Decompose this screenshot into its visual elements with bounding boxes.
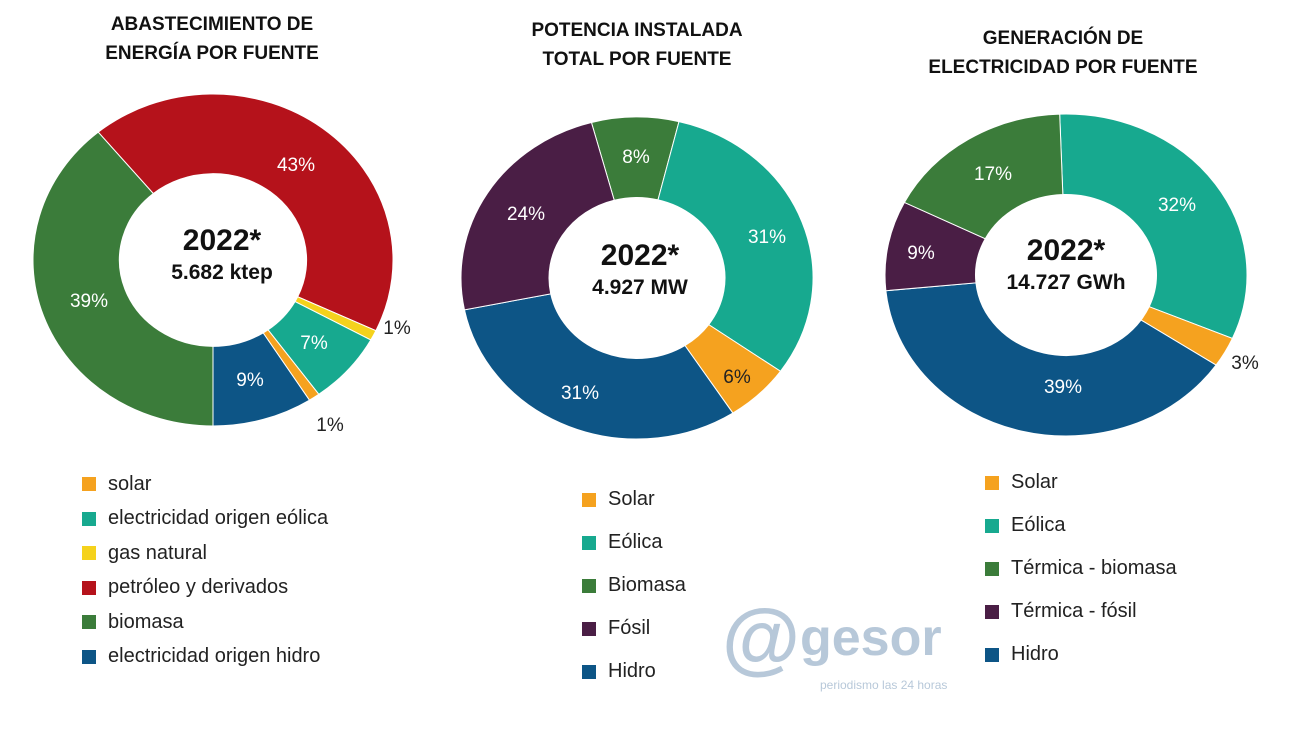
- legend-label: Hidro: [608, 660, 656, 682]
- legend-swatch: [985, 475, 999, 490]
- legend-label: Eólica: [1011, 514, 1066, 536]
- legend-label: gas natural: [108, 541, 207, 564]
- legend-label: Eólica: [608, 531, 663, 553]
- donut-slice-petróleo-y-derivados: [97, 93, 394, 332]
- center-year: 2022*: [600, 239, 680, 272]
- slice-label: 8%: [622, 147, 650, 168]
- title-line: ABASTECIMIENTO DE: [110, 14, 314, 35]
- chart-2-title: POTENCIA INSTALADA TOTAL POR FUENTE: [467, 16, 807, 74]
- center-value: 4.927 MW: [592, 276, 688, 299]
- legend-item: biomasa: [82, 605, 328, 640]
- center-year: 2022*: [182, 224, 262, 257]
- donut-slice-hidro: [463, 293, 734, 440]
- legend-swatch: [582, 664, 596, 679]
- legend-item: solar: [82, 467, 328, 502]
- legend-swatch: [82, 477, 96, 492]
- legend-item: Eólica: [985, 504, 1177, 547]
- slice-label: 1%: [383, 318, 411, 339]
- slice-label: 17%: [973, 164, 1013, 185]
- legend-label: electricidad origen hidro: [108, 645, 321, 668]
- legend-swatch: [985, 647, 999, 662]
- legend-swatch: [582, 492, 596, 507]
- legend-item: Biomasa: [582, 564, 686, 607]
- legend-label: biomasa: [108, 610, 184, 633]
- legend-label: solar: [108, 472, 152, 495]
- legend-item: Térmica - fósil: [985, 590, 1177, 633]
- legend-label: Térmica - biomasa: [1011, 557, 1177, 579]
- legend-item: gas natural: [82, 536, 328, 571]
- slice-label: 32%: [1157, 195, 1197, 216]
- center-value: 5.682 ktep: [171, 261, 273, 284]
- legend-item: Eólica: [582, 521, 686, 564]
- slice-label: 3%: [1231, 353, 1259, 374]
- donut-slice-biomasa: [32, 131, 214, 427]
- legend-swatch: [82, 546, 96, 561]
- legend-swatch: [582, 535, 596, 550]
- legend-label: electricidad origen eólica: [108, 507, 329, 530]
- legend-label: petróleo y derivados: [108, 576, 289, 599]
- donut-slice-eólica: [1059, 113, 1248, 340]
- donut-slice-hidro: [885, 282, 1217, 437]
- donut-slice-térmica-biomasa: [903, 113, 1064, 240]
- donut-slice-eólica: [657, 121, 814, 372]
- chart-1-center: 2022* 5.682 ktep: [171, 223, 273, 287]
- chart-1-legend: solar electricidad origen eólica gas natur…: [82, 467, 328, 674]
- chart-2-center: 2022* 4.927 MW: [592, 238, 688, 302]
- legend-swatch: [82, 615, 96, 630]
- title-line: POTENCIA INSTALADA: [531, 20, 743, 41]
- chart-1-title: ABASTECIMIENTO DE ENERGÍA POR FUENTE: [42, 10, 382, 68]
- legend-item: Térmica - biomasa: [985, 547, 1177, 590]
- legend-item: Solar: [985, 461, 1177, 504]
- slice-label: 24%: [506, 204, 546, 225]
- legend-swatch: [985, 604, 999, 619]
- slice-label: 39%: [1043, 377, 1083, 398]
- chart-3-legend: Solar Eólica Térmica - biomasa Térmica - fó…: [985, 461, 1177, 676]
- title-line: ENERGÍA POR FUENTE: [105, 43, 319, 64]
- title-line: TOTAL POR FUENTE: [542, 49, 732, 70]
- legend-item: electricidad origen hidro: [82, 640, 328, 675]
- legend-swatch: [582, 621, 596, 636]
- legend-swatch: [82, 580, 96, 595]
- legend-swatch: [82, 649, 96, 664]
- slice-label: 7%: [300, 333, 328, 354]
- donut-slice-fósil: [460, 121, 615, 311]
- chart-3-title: GENERACIÓN DE ELECTRICIDAD POR FUENTE: [893, 24, 1233, 82]
- legend-item: petróleo y derivados: [82, 571, 328, 606]
- slice-label: 39%: [69, 291, 109, 312]
- legend-swatch: [82, 511, 96, 526]
- chart-3-center: 2022* 14.727 GWh: [1006, 233, 1125, 297]
- center-value: 14.727 GWh: [1006, 271, 1126, 294]
- legend-label: Térmica - fósil: [1011, 600, 1137, 622]
- title-line: GENERACIÓN DE: [982, 28, 1144, 49]
- legend-swatch: [582, 578, 596, 593]
- chart-2-legend: Solar Eólica Biomasa Fósil Hidro: [582, 478, 686, 693]
- slice-label: 9%: [907, 243, 935, 264]
- slice-label: 31%: [747, 227, 787, 248]
- legend-item: electricidad origen eólica: [82, 502, 328, 537]
- slice-label: 9%: [236, 370, 264, 391]
- legend-item: Fósil: [582, 607, 686, 650]
- legend-item: Hidro: [985, 633, 1177, 676]
- legend-swatch: [985, 518, 999, 533]
- donut-slice-electricidad-origen-hidro: [212, 332, 311, 427]
- slice-label: 43%: [276, 155, 316, 176]
- center-year: 2022*: [1026, 234, 1106, 267]
- legend-label: Hidro: [1011, 643, 1059, 665]
- slice-label: 1%: [316, 415, 344, 436]
- title-line: ELECTRICIDAD POR FUENTE: [928, 57, 1198, 78]
- legend-label: Solar: [608, 488, 655, 510]
- legend-label: Fósil: [608, 617, 651, 639]
- legend-swatch: [985, 561, 999, 576]
- slice-label: 31%: [560, 383, 600, 404]
- slice-label: 6%: [723, 367, 751, 388]
- legend-item: Solar: [582, 478, 686, 521]
- legend-label: Biomasa: [608, 574, 686, 596]
- legend-item: Hidro: [582, 650, 686, 693]
- legend-label: Solar: [1011, 471, 1058, 493]
